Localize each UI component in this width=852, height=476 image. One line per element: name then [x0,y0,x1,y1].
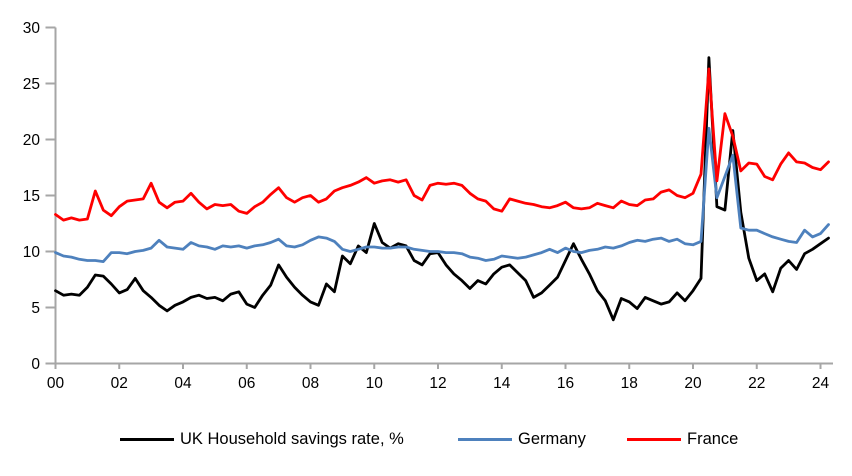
y-tick-label: 10 [23,244,41,261]
france-legend-label: France [687,429,739,448]
uk-savings-line [54,56,830,322]
uk-line-swatch [120,437,174,441]
x-tick-label: 10 [366,375,384,392]
germany-legend-label: Germany [518,429,586,448]
uk-legend-label: UK Household savings rate, % [180,429,404,448]
y-tick-label: 20 [23,132,41,149]
x-tick-label: 16 [557,375,574,392]
legend-item-france: France [627,429,738,449]
germany-line-swatch [458,437,512,441]
x-tick-label: 22 [748,375,765,392]
x-tick-label: 18 [621,375,638,392]
legend-item-uk: UK Household savings rate, % [120,429,404,449]
y-tick-label: 15 [23,188,40,205]
x-tick-label: 12 [429,375,446,392]
france-line-swatch [627,437,681,441]
x-tick-label: 24 [812,375,830,392]
x-axis: 00 02 04 06 08 10 12 14 16 18 20 22 24 [47,362,833,392]
x-tick-label: 20 [684,375,702,392]
x-tick-label: 00 [47,375,65,392]
x-tick-label: 08 [302,375,319,392]
y-tick-label: 0 [31,356,40,373]
y-axis: 0 5 10 15 20 25 30 [23,20,57,373]
legend-item-germany: Germany [458,429,586,449]
legend: UK Household savings rate, % Germany Fra… [0,429,852,451]
x-tick-label: 04 [174,375,192,392]
series-lines [54,56,830,322]
x-tick-label: 14 [493,375,511,392]
x-tick-label: 06 [238,375,255,392]
y-tick-label: 25 [23,76,40,93]
y-tick-label: 5 [31,300,40,317]
y-tick-label: 30 [23,20,41,37]
france-line [54,67,830,222]
x-tick-label: 02 [111,375,128,392]
germany-line [54,126,830,264]
